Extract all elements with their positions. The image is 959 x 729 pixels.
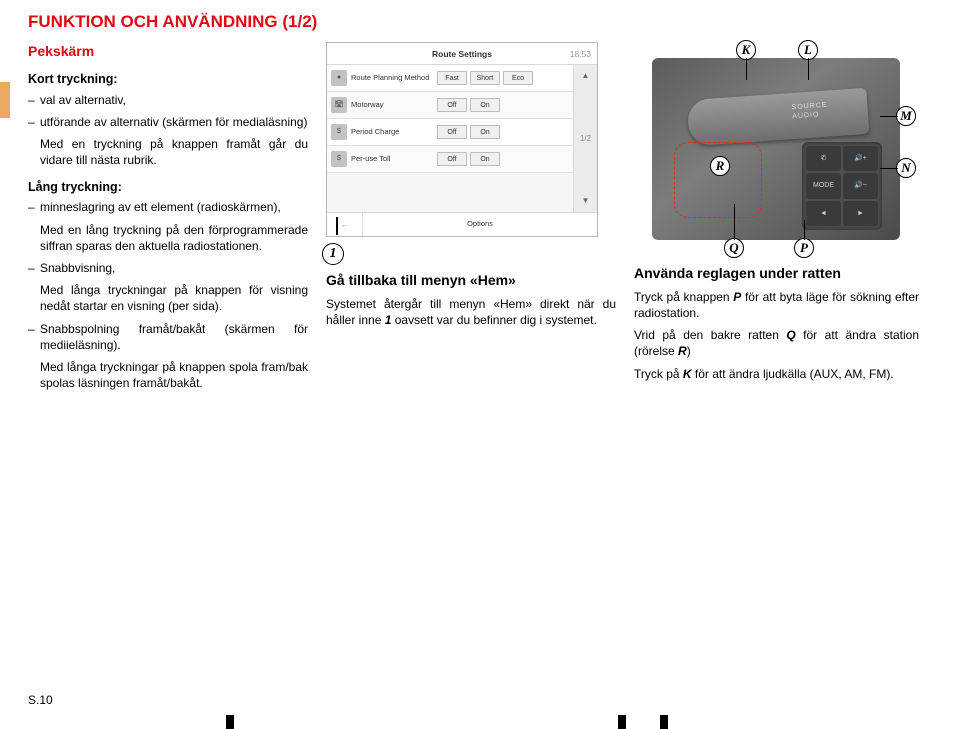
long-press-note2: Med långa tryckningar på knappen för vis… [40,282,308,314]
row-icon: $ [331,124,347,140]
key-label-k: K [736,40,756,60]
pill-button[interactable]: Short [470,71,500,85]
pill-button[interactable]: Off [437,152,467,166]
row-icon: $ [331,151,347,167]
screen-row: $ Period Charge Off On [327,119,597,146]
screen-time: 18:53 [570,43,591,65]
right-heading: Använda reglagen under ratten [634,264,919,283]
key-label-r: R [710,156,730,176]
section-head: Pekskärm [28,42,308,61]
right-p3: Tryck på K för att ändra ljudkälla (AUX,… [634,366,919,382]
callout-lead [336,217,338,235]
row-icon: 🛣 [331,97,347,113]
row-icon: ● [331,70,347,86]
mid-heading: Gå tillbaka till menyn «Hem» [326,271,616,290]
short-press-list: val av alternativ, utförande av alternat… [28,92,308,130]
long-press-list3: Snabbspolning framåt/bakåt (skärmen för … [28,321,308,353]
side-tab [0,82,10,118]
long-press-list2: Snabbvisning, [28,260,308,276]
lead-line [880,168,898,169]
list-item: utförande av alternativ (skärmen för med… [28,114,308,130]
short-press-note: Med en tryckning på knappen framåt går d… [40,136,308,168]
options-button[interactable]: Options [363,219,597,229]
screen-titlebar: Route Settings 18:53 [327,43,597,65]
screen-footer: ← Options [327,212,597,236]
long-press-list: minneslagring av ett element (radioskärm… [28,199,308,215]
lead-line line [734,204,735,240]
pill-button[interactable]: On [470,125,500,139]
callout-1: 1 [322,243,344,265]
list-item: Snabbvisning, [28,260,308,276]
lead-line [804,220,805,240]
list-item: minneslagring av ett element (radioskärm… [28,199,308,215]
column-left: Pekskärm Kort tryckning: val av alternat… [28,42,308,397]
right-p1: Tryck på knappen P för att byta läge för… [634,289,919,321]
row-label: Route Planning Method [351,73,437,83]
lead-line [880,116,898,117]
lead-line [746,58,747,80]
long-press-head: Lång tryckning: [28,179,308,196]
screen-body: ● Route Planning Method Fast Short Eco 🛣… [327,65,597,173]
lead-line [808,58,809,80]
crop-marks [0,715,959,729]
mid-body: Systemet återgår till menyn «Hem» direkt… [326,296,616,328]
columns: Pekskärm Kort tryckning: val av alternat… [28,42,923,397]
pill-button[interactable]: Off [437,98,467,112]
screen-row: 🛣 Motorway Off On [327,92,597,119]
pill-button[interactable]: Eco [503,71,533,85]
back-button[interactable]: ← [327,213,363,236]
pad-right-icon[interactable]: ► [843,201,878,226]
steering-photo: SOURCEAUDIO ✆ 🔊+ MODE 🔊− ◄ ► [652,58,900,240]
stalk [687,88,870,146]
key-label-q: Q [724,238,744,258]
pad-mode-button[interactable]: MODE [806,173,841,198]
page-number: S.10 [28,693,53,707]
row-label: Period Charge [351,127,437,137]
pill-button[interactable]: Off [437,125,467,139]
pill-button[interactable]: Fast [437,71,467,85]
column-right: SOURCEAUDIO ✆ 🔊+ MODE 🔊− ◄ ► K L M N [634,42,919,397]
key-label-l: L [798,40,818,60]
row-label: Motorway [351,100,437,110]
screen-scroll[interactable]: ▲ 1/2 ▼ [573,65,597,213]
right-p2: Vrid på den bakre ratten Q för att ändra… [634,327,919,359]
page: FUNKTION OCH ANVÄNDNING (1/2) Pekskärm K… [0,0,959,407]
device-screenshot: Route Settings 18:53 ● Route Planning Me… [326,42,598,237]
long-press-note3: Med långa tryckningar på knappen spola f… [40,359,308,391]
long-press-note1: Med en lång tryckning på den förprogramm… [40,222,308,254]
steering-photo-wrap: SOURCEAUDIO ✆ 🔊+ MODE 🔊− ◄ ► K L M N [634,42,910,252]
chevron-down-icon[interactable]: ▼ [582,196,590,207]
column-middle: Route Settings 18:53 ● Route Planning Me… [326,42,616,397]
key-label-p: P [794,238,814,258]
pad-volup-icon[interactable]: 🔊+ [843,146,878,171]
row-label: Per-use Toll [351,154,437,164]
pad-voldn-icon[interactable]: 🔊− [843,173,878,198]
highlight-ring [674,142,762,218]
pad-phone-icon[interactable]: ✆ [806,146,841,171]
list-item: val av alternativ, [28,92,308,108]
screenshot-wrap: Route Settings 18:53 ● Route Planning Me… [326,42,616,237]
key-label-m: M [896,106,916,126]
pad-left-icon[interactable]: ◄ [806,201,841,226]
screen-title: Route Settings [432,49,492,59]
key-label-n: N [896,158,916,178]
list-item: Snabbspolning framåt/bakåt (skärmen för … [28,321,308,353]
pill-button[interactable]: On [470,98,500,112]
stalk-audio-label: SOURCEAUDIO [791,101,828,122]
page-title: FUNKTION OCH ANVÄNDNING (1/2) [28,12,923,32]
chevron-up-icon[interactable]: ▲ [582,71,590,82]
button-pad: ✆ 🔊+ MODE 🔊− ◄ ► [802,142,882,230]
short-press-head: Kort tryckning: [28,71,308,88]
screen-row: ● Route Planning Method Fast Short Eco [327,65,597,92]
page-indicator: 1/2 [580,134,591,145]
pill-button[interactable]: On [470,152,500,166]
screen-row: $ Per-use Toll Off On [327,146,597,173]
